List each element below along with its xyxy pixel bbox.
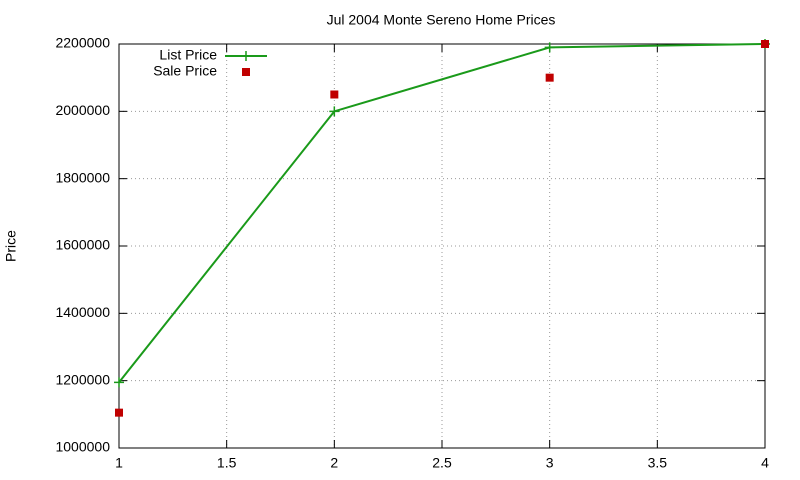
- legend-marker: [241, 51, 251, 61]
- legend-marker: [242, 68, 250, 76]
- data-point: [330, 90, 339, 99]
- y-tick-label: 1600000: [55, 237, 110, 253]
- x-tick-label: 1.5: [217, 455, 237, 471]
- data-point: [115, 408, 123, 417]
- x-tick-label: 2.5: [432, 455, 452, 471]
- plot-frame: [118, 43, 766, 449]
- x-tick-label: 1: [115, 455, 123, 471]
- chart-title: Jul 2004 Monte Sereno Home Prices: [327, 12, 556, 28]
- y-tick-label: 2200000: [55, 35, 110, 51]
- y-tick-label: 1400000: [55, 304, 110, 320]
- data-point: [114, 377, 124, 388]
- y-tick-label: 1000000: [55, 439, 110, 455]
- y-tick-label: 2000000: [55, 102, 110, 118]
- x-tick-label: 4: [761, 455, 769, 471]
- x-tick-label: 3: [546, 455, 554, 471]
- y-tick-label: 1800000: [55, 169, 110, 185]
- legend-label: List Price: [159, 47, 217, 63]
- y-axis-label: Price: [3, 230, 19, 262]
- legend-label: Sale Price: [153, 63, 217, 79]
- x-tick-label: 2: [330, 455, 338, 471]
- data-point: [545, 73, 554, 82]
- series-line: [118, 43, 766, 383]
- data-point: [329, 106, 340, 117]
- y-tick-label: 1200000: [55, 371, 110, 387]
- data-point: [761, 40, 769, 48]
- x-tick-label: 3.5: [648, 455, 668, 471]
- data-point: [544, 42, 555, 53]
